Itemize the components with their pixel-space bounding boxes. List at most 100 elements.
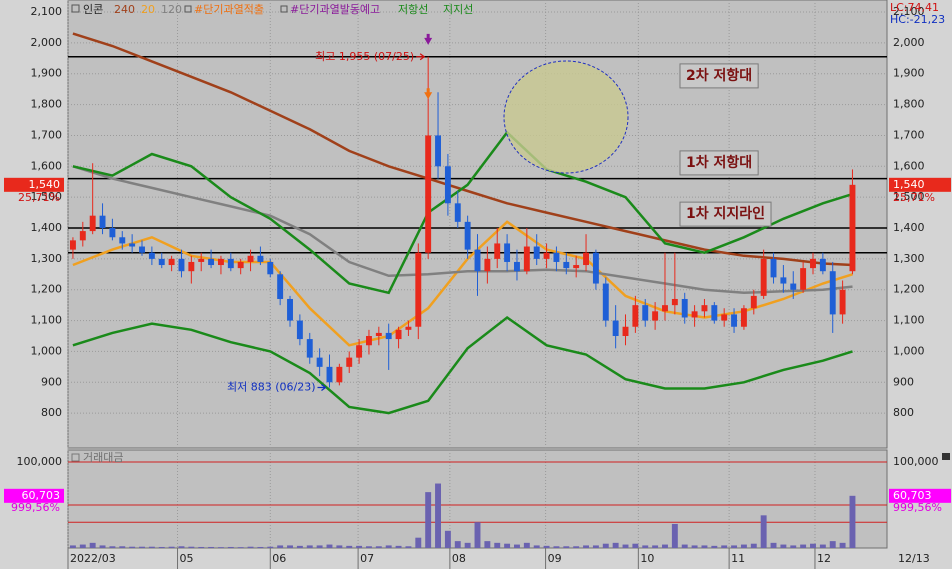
candle-body <box>356 345 363 358</box>
volume-bar <box>602 543 609 548</box>
last-date: 12/13 <box>898 552 930 565</box>
ma-line <box>72 130 853 295</box>
volume-bar <box>435 483 441 548</box>
volume-bar <box>306 545 313 548</box>
candle-body <box>129 243 136 247</box>
volume-bar <box>139 546 145 548</box>
volume-bar <box>583 545 590 548</box>
zone-label: 2차 저항대 <box>686 67 752 84</box>
y-tick-label-right: 1,100 <box>893 314 925 327</box>
annotation: 최고 1,955 (07/25) <box>315 50 414 63</box>
candle-body <box>99 215 106 229</box>
y-tick-label: 1,400 <box>31 221 63 234</box>
volume-bar <box>839 542 846 548</box>
price-box-label: 1,540 <box>893 178 925 191</box>
annotation-arrow <box>317 384 327 392</box>
volume-bar <box>553 546 560 548</box>
candle-body <box>178 258 185 272</box>
volume-bar <box>346 545 353 548</box>
panel-button[interactable] <box>942 453 950 460</box>
volume-bar <box>425 492 432 548</box>
volume-bar <box>208 546 215 548</box>
volume-bar <box>780 544 787 548</box>
y-tick-label-right: 2,000 <box>893 36 925 49</box>
volume-bar <box>523 542 530 548</box>
y-tick-label-right: 1,500 <box>893 190 925 203</box>
candle-body <box>760 258 767 296</box>
price-box-label: 1,540 <box>29 178 61 191</box>
zone-label-box <box>679 150 759 176</box>
volume-bar <box>217 547 224 548</box>
candle-body <box>514 261 520 272</box>
y-tick-label-right: 1,300 <box>893 252 925 265</box>
volume-bar <box>365 546 372 548</box>
volume-bar <box>257 546 264 548</box>
candle-body <box>425 135 432 253</box>
volume-bar <box>790 545 797 548</box>
volume-bar <box>533 545 540 548</box>
annotation: 최저 883 (06/23) <box>227 381 316 394</box>
volume-bar <box>474 522 481 548</box>
volume-bar <box>760 515 767 548</box>
candle-body <box>336 366 343 383</box>
candle-body <box>326 366 333 383</box>
volume-bar <box>691 545 698 548</box>
y-tick-label: 800 <box>41 406 62 419</box>
y-tick-label: 1,200 <box>31 283 63 296</box>
candle-body <box>119 237 126 244</box>
volume-bar <box>464 542 471 548</box>
candle-body <box>612 320 619 336</box>
volume-bar <box>701 545 708 548</box>
hc-label: HC:-21,23 <box>890 13 945 26</box>
candle-body <box>168 258 175 266</box>
volume-box <box>4 488 64 503</box>
change-label: 25,71% <box>18 191 60 204</box>
volume-bar <box>514 544 520 548</box>
legend-item: 저항선 <box>398 3 428 16</box>
candle-body <box>573 265 580 269</box>
volume-bar <box>326 544 333 548</box>
y-tick-label-right: 1,700 <box>893 128 925 141</box>
volume-bar <box>395 545 402 548</box>
volume-bar <box>267 546 274 548</box>
volume-bar <box>622 544 629 548</box>
volume-bar <box>740 544 747 548</box>
y-tick-label: 100,000 <box>17 455 63 468</box>
y-tick-label-right: 1,200 <box>893 283 925 296</box>
ma-line <box>72 315 853 415</box>
candle-body <box>504 243 511 262</box>
y-tick-label: 2,000 <box>31 36 63 49</box>
candle-body <box>277 274 284 299</box>
candle-body <box>188 261 195 272</box>
volume-bar <box>770 542 777 548</box>
y-tick-label-right: 1,000 <box>893 344 925 357</box>
legend-item: 지지선 <box>443 3 473 16</box>
candle-body <box>69 240 76 250</box>
volume-bar <box>109 546 116 548</box>
volume-bar <box>227 546 234 548</box>
volume-bar <box>148 546 155 548</box>
candle-body <box>701 305 708 312</box>
candle-body <box>632 305 639 327</box>
candle-body <box>395 329 402 340</box>
candle-body <box>385 332 392 340</box>
volume-bar <box>721 545 728 548</box>
x-tick-label: 07 <box>360 552 374 565</box>
candle-body <box>109 228 116 238</box>
volume-bar <box>375 546 382 548</box>
candle-body <box>543 252 550 259</box>
y-tick-label: 1,700 <box>31 128 63 141</box>
y-tick-label: 1,600 <box>31 159 63 172</box>
volume-box <box>889 488 951 503</box>
marker-arrow <box>424 88 433 100</box>
candle-body <box>198 258 205 262</box>
volume-bar <box>652 545 659 548</box>
candle-body <box>405 326 412 330</box>
volume-bar <box>819 544 826 548</box>
volume-bar <box>168 546 175 548</box>
volume-bar <box>198 546 205 548</box>
candle-body <box>770 258 777 278</box>
y-tick-label: 1,100 <box>31 314 63 327</box>
candle-body <box>583 252 590 266</box>
x-tick-label: 05 <box>180 552 194 565</box>
